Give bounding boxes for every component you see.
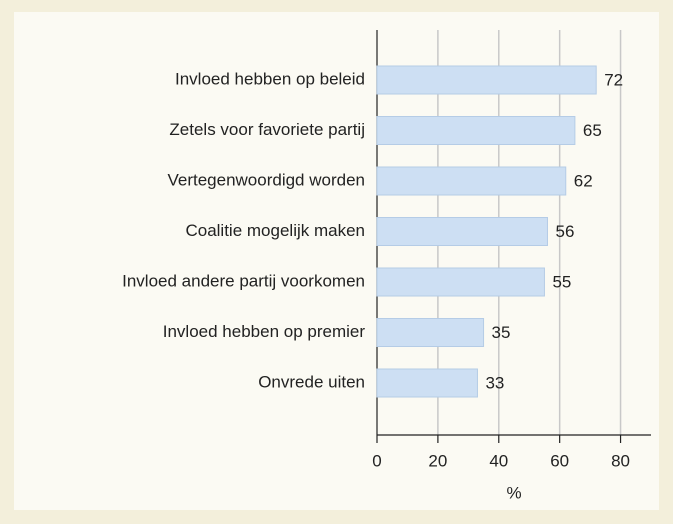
bar — [376, 267, 545, 297]
value-label: 65 — [583, 121, 602, 140]
panel — [14, 12, 659, 510]
y-tick-label: Invloed hebben op premier — [163, 322, 366, 341]
bar — [376, 65, 597, 95]
y-tick-label: Zetels voor favoriete partij — [169, 120, 365, 139]
bar — [376, 217, 548, 246]
value-label: 33 — [485, 373, 504, 392]
bar — [376, 116, 576, 145]
y-tick-label: Invloed andere partij voorkomen — [122, 271, 365, 290]
value-label: 56 — [555, 222, 574, 241]
y-tick-label: Onvrede uiten — [258, 372, 365, 391]
y-tick-label: Coalitie mogelijk maken — [185, 221, 365, 240]
bar — [376, 368, 478, 398]
value-label: 62 — [574, 171, 593, 190]
value-label: 55 — [552, 272, 571, 291]
value-label: 35 — [492, 323, 511, 342]
bar — [376, 318, 485, 347]
value-label: 72 — [604, 70, 623, 89]
x-tick-label: 0 — [372, 451, 381, 470]
y-tick-label: Vertegenwoordigd worden — [167, 170, 365, 189]
x-tick-label: 40 — [489, 451, 508, 470]
y-tick-label: Invloed hebben op beleid — [175, 69, 365, 88]
x-axis-label: % — [506, 483, 521, 502]
x-tick-label: 20 — [428, 451, 447, 470]
bar — [376, 166, 567, 196]
x-tick-label: 60 — [550, 451, 569, 470]
x-tick-label: 80 — [611, 451, 630, 470]
